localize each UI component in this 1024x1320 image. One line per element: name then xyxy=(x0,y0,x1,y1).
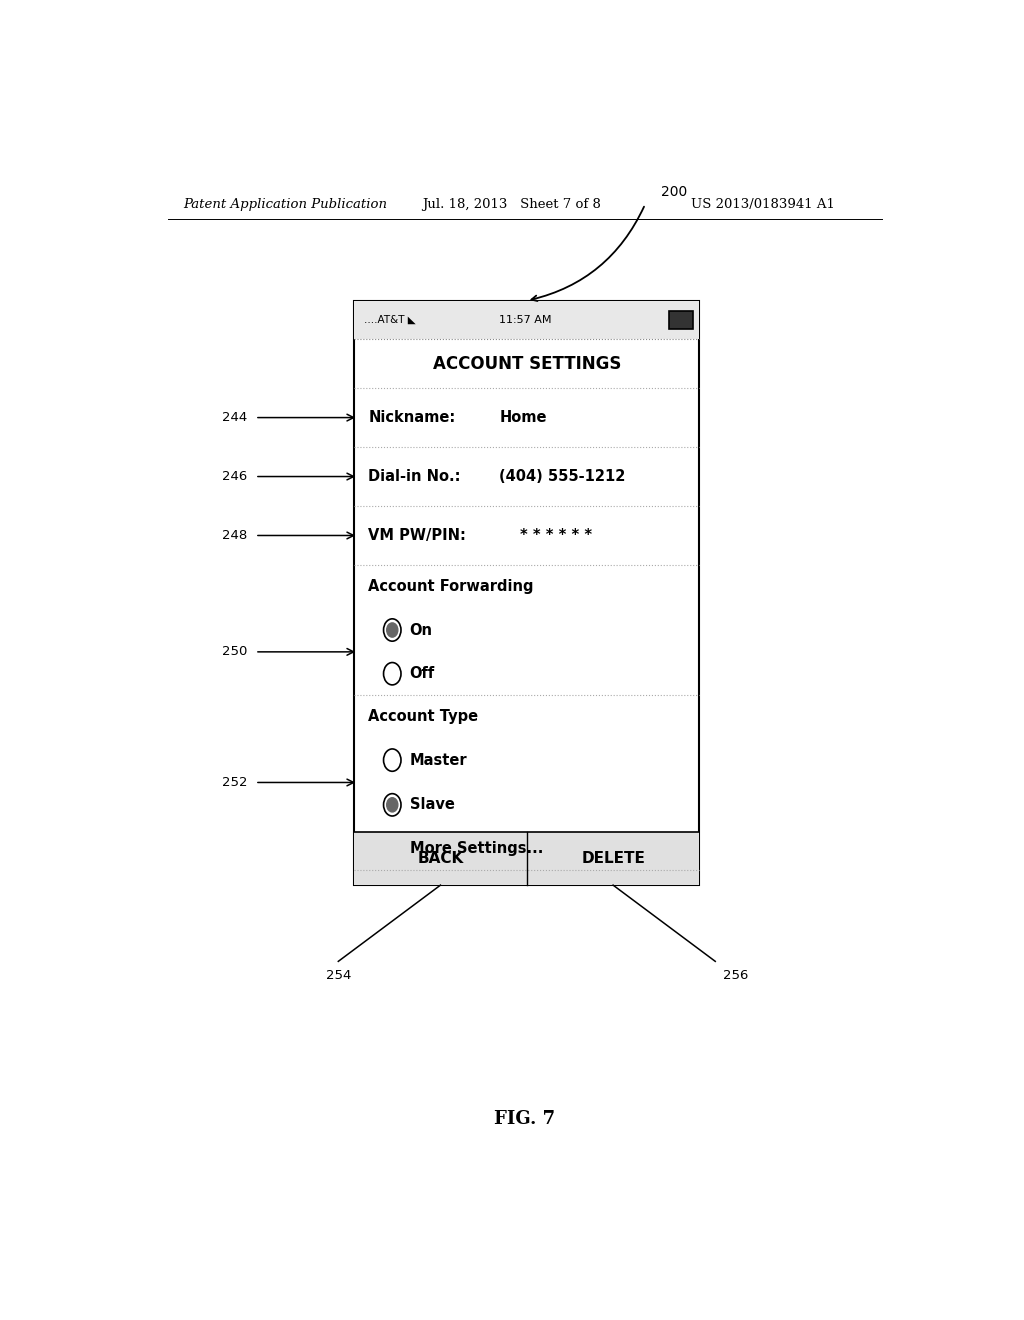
Text: Home: Home xyxy=(499,411,547,425)
Text: 244: 244 xyxy=(222,411,247,424)
Text: VM PW/PIN:: VM PW/PIN: xyxy=(369,528,466,543)
Text: BACK: BACK xyxy=(418,851,464,866)
Text: DELETE: DELETE xyxy=(582,851,645,866)
Text: ....AT&T ◣: ....AT&T ◣ xyxy=(364,315,416,325)
Text: More Settings...: More Settings... xyxy=(410,841,543,857)
Text: FIG. 7: FIG. 7 xyxy=(495,1110,555,1127)
Text: Account Type: Account Type xyxy=(369,709,478,723)
Bar xyxy=(354,301,699,886)
Text: Patent Application Publication: Patent Application Publication xyxy=(183,198,387,211)
Text: 11:57 AM: 11:57 AM xyxy=(499,315,552,325)
Text: Account Forwarding: Account Forwarding xyxy=(369,578,534,594)
Text: 246: 246 xyxy=(222,470,247,483)
Text: 254: 254 xyxy=(326,969,351,982)
Text: 256: 256 xyxy=(723,969,749,982)
Text: 200: 200 xyxy=(662,185,687,199)
Bar xyxy=(670,312,693,329)
Circle shape xyxy=(387,623,397,638)
Text: On: On xyxy=(410,623,433,638)
Text: Master: Master xyxy=(410,752,467,768)
Bar xyxy=(354,301,699,339)
Text: (404) 555-1212: (404) 555-1212 xyxy=(499,469,626,484)
Text: ACCOUNT SETTINGS: ACCOUNT SETTINGS xyxy=(432,355,621,372)
Bar xyxy=(354,833,699,886)
Text: US 2013/0183941 A1: US 2013/0183941 A1 xyxy=(691,198,836,211)
Text: 250: 250 xyxy=(221,645,247,659)
Text: Jul. 18, 2013   Sheet 7 of 8: Jul. 18, 2013 Sheet 7 of 8 xyxy=(422,198,600,211)
Text: Nickname:: Nickname: xyxy=(369,411,456,425)
Text: * * * * * *: * * * * * * xyxy=(520,528,592,543)
Circle shape xyxy=(387,797,397,812)
Text: 252: 252 xyxy=(221,776,247,789)
Text: 248: 248 xyxy=(222,529,247,543)
Text: Slave: Slave xyxy=(410,797,455,812)
Text: Dial-in No.:: Dial-in No.: xyxy=(369,469,461,484)
Text: Off: Off xyxy=(410,667,435,681)
